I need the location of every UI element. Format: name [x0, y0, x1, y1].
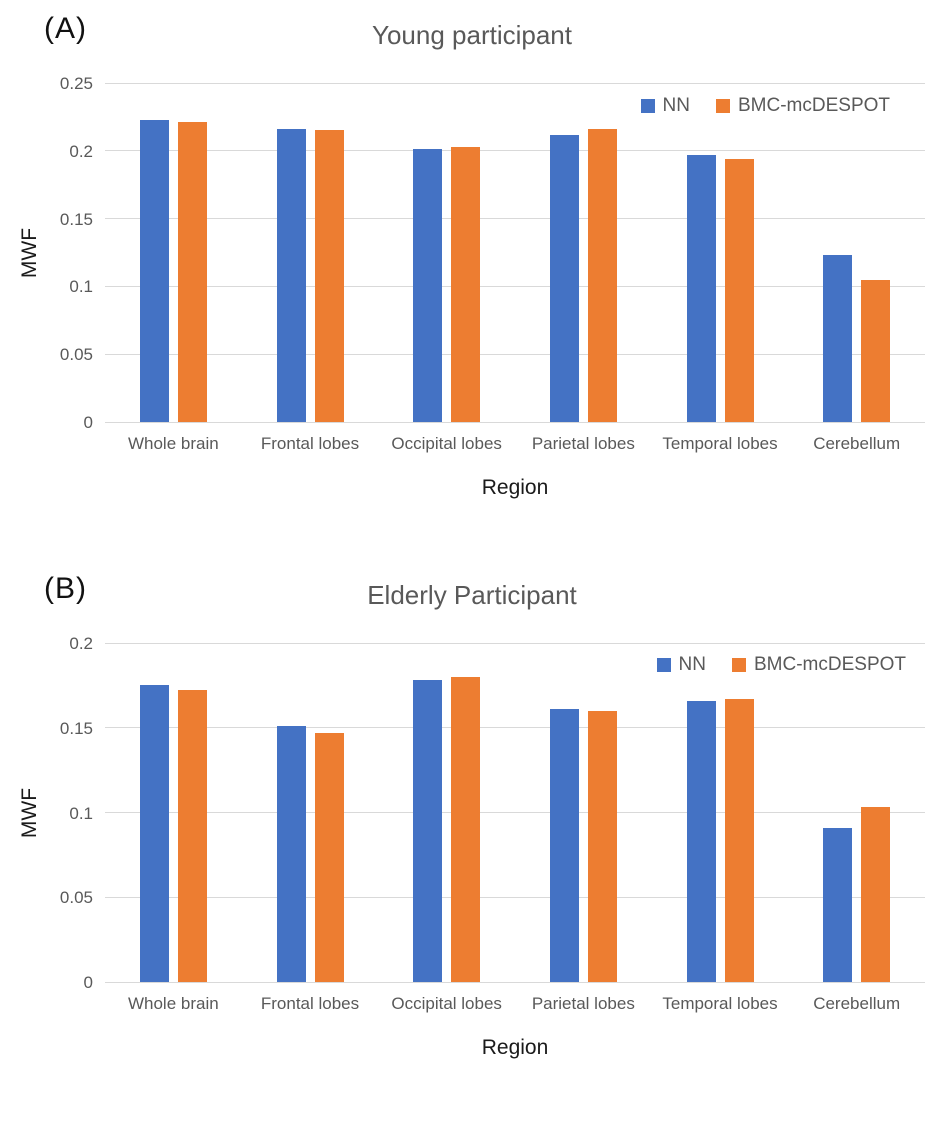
- legend-item-bmc-mcdespot: BMC-mcDESPOT: [716, 95, 890, 117]
- gridline-y-0.1: [105, 285, 925, 287]
- bar-bmc-mcdespot-temporal-lobes: [724, 158, 754, 422]
- bar-bmc-mcdespot-whole-brain: [177, 690, 207, 982]
- y-tick-label-0.1: 0.1: [69, 803, 93, 823]
- panel-a-title: Young participant: [372, 20, 572, 50]
- panel-b-label: (B): [44, 572, 87, 605]
- y-tick-label-0: 0: [83, 413, 93, 432]
- x-tick-label-occipital-lobes: Occipital lobes: [391, 434, 502, 453]
- x-tick-label-occipital-lobes: Occipital lobes: [391, 994, 502, 1013]
- y-tick-label-0.05: 0.05: [59, 888, 93, 908]
- bar-nn-temporal-lobes: [686, 700, 716, 982]
- y-tick-label-0.05: 0.05: [59, 345, 93, 365]
- x-tick-label-parietal-lobes: Parietal lobes: [531, 994, 635, 1013]
- panel-b: (B) Elderly Participant MWF 0 0.05 0.1 0.15…: [0, 560, 944, 1133]
- bar-bmc-mcdespot-cerebellum: [861, 807, 891, 982]
- x-tick-label-cerebellum: Cerebellum: [813, 994, 901, 1013]
- gridline-y-0.25: [105, 82, 925, 84]
- panel-b-title: Elderly Participant: [367, 580, 577, 610]
- y-tick-label-0.2: 0.2: [69, 634, 93, 653]
- bar-bmc-mcdespot-parietal-lobes: [587, 129, 617, 422]
- gridline-y-0: [105, 421, 925, 423]
- legend-label-nn: NN: [662, 95, 690, 116]
- y-tick-label-0.2: 0.2: [69, 141, 93, 161]
- x-tick-label-frontal-lobes: Frontal lobes: [260, 994, 360, 1013]
- panel-a-x-axis-title: Region: [481, 476, 549, 499]
- y-tick-label-0.25: 0.25: [59, 74, 93, 93]
- gridline-y-0.2: [105, 642, 925, 644]
- y-tick-label-0.15: 0.15: [59, 209, 93, 229]
- gridline-y-0.05: [105, 896, 925, 898]
- bar-bmc-mcdespot-parietal-lobes: [587, 710, 617, 982]
- panel-a: (A) Young participant MWF 0 0.05 0.1 0.15 0.…: [0, 0, 944, 560]
- x-tick-label-whole-brain: Whole brain: [127, 994, 219, 1013]
- bar-bmc-mcdespot-cerebellum: [861, 279, 891, 422]
- gridline-y-0.2: [105, 150, 925, 152]
- bar-bmc-mcdespot-temporal-lobes: [724, 698, 754, 982]
- legend-swatch-bmc-mcdespot: [732, 658, 746, 672]
- bar-nn-occipital-lobes: [413, 149, 443, 422]
- bar-nn-temporal-lobes: [686, 154, 716, 422]
- panel-a-y-axis-title: MWF: [18, 227, 41, 279]
- legend-item-bmc-mcdespot: BMC-mcDESPOT: [732, 654, 906, 676]
- panel-a-label: (A): [44, 12, 87, 45]
- bar-nn-parietal-lobes: [549, 709, 579, 982]
- legend-label-bmc-mcdespot: BMC-mcDESPOT: [738, 95, 890, 116]
- x-tick-label-frontal-lobes: Frontal lobes: [260, 434, 360, 453]
- bar-nn-frontal-lobes: [276, 726, 306, 982]
- bar-bmc-mcdespot-frontal-lobes: [314, 732, 344, 982]
- bar-bmc-mcdespot-frontal-lobes: [314, 130, 344, 422]
- panel-a-legend: NN BMC-mcDESPOT: [640, 95, 890, 117]
- legend-swatch-bmc-mcdespot: [716, 99, 730, 113]
- legend-item-nn: NN: [640, 95, 690, 117]
- legend-swatch-nn: [656, 658, 671, 672]
- x-tick-label-cerebellum: Cerebellum: [813, 434, 901, 453]
- gridline-y-0.05: [105, 353, 925, 355]
- x-tick-label-temporal-lobes: Temporal lobes: [662, 434, 778, 453]
- legend-swatch-nn: [640, 99, 655, 113]
- bar-nn-whole-brain: [139, 119, 169, 422]
- gridline-y-0.15: [105, 218, 925, 220]
- gridline-y-0: [105, 981, 925, 983]
- panel-b-plot-area: 0 0.05 0.1 0.15 0.2 Whole brain Frontal lobes O…: [60, 635, 925, 1013]
- x-tick-label-whole-brain: Whole brain: [127, 434, 219, 453]
- bar-nn-cerebellum: [823, 827, 853, 982]
- x-tick-label-temporal-lobes: Temporal lobes: [662, 994, 778, 1013]
- y-tick-label-0.1: 0.1: [69, 277, 93, 297]
- panel-b-legend: NN BMC-mcDESPOT: [656, 654, 906, 676]
- panel-b-x-axis-title: Region: [481, 1036, 549, 1059]
- bar-nn-parietal-lobes: [549, 134, 579, 422]
- bar-nn-occipital-lobes: [413, 680, 443, 982]
- legend-label-bmc-mcdespot: BMC-mcDESPOT: [754, 654, 906, 675]
- legend-item-nn: NN: [656, 654, 706, 676]
- y-tick-label-0: 0: [83, 973, 93, 992]
- bar-nn-cerebellum: [823, 255, 853, 422]
- bar-bmc-mcdespot-occipital-lobes: [451, 676, 481, 982]
- bar-nn-whole-brain: [139, 685, 169, 982]
- x-tick-label-parietal-lobes: Parietal lobes: [531, 434, 635, 453]
- bar-nn-frontal-lobes: [276, 129, 306, 422]
- gridline-y-0.15: [105, 727, 925, 729]
- y-tick-label-0.15: 0.15: [59, 718, 93, 738]
- bar-bmc-mcdespot-whole-brain: [177, 122, 207, 422]
- gridline-y-0.1: [105, 812, 925, 813]
- bar-bmc-mcdespot-occipital-lobes: [451, 146, 481, 422]
- legend-label-nn: NN: [678, 654, 706, 675]
- panel-a-plot-area: 0 0.05 0.1 0.15 0.2 0.25 Whole brain Frontal lo…: [60, 75, 925, 453]
